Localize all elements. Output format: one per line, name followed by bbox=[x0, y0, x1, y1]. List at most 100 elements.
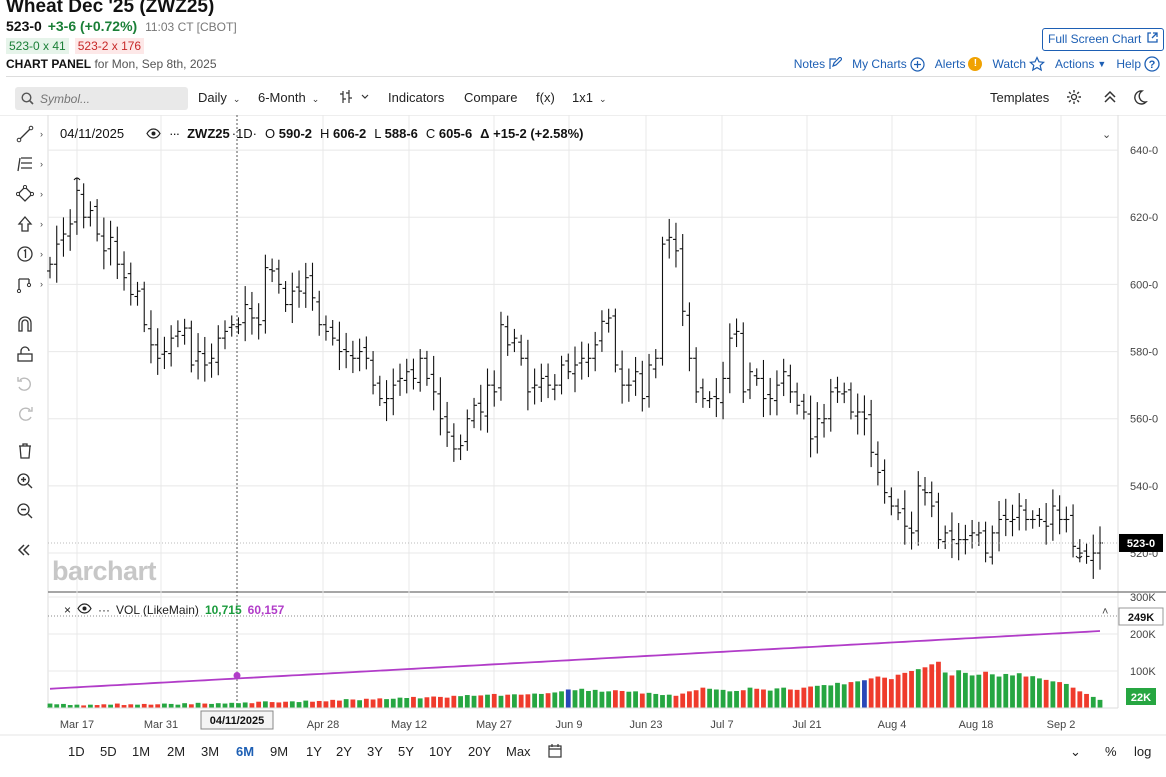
double-chevron-left-icon bbox=[17, 544, 30, 556]
log-toggle[interactable]: log bbox=[1134, 744, 1152, 759]
range-3y[interactable]: 3Y bbox=[367, 744, 383, 759]
eye-icon[interactable] bbox=[146, 128, 161, 139]
layout-dropdown[interactable]: 1x1 ⌄ bbox=[572, 90, 607, 105]
ohlc-bar bbox=[222, 320, 228, 350]
fib-tool[interactable]: › bbox=[16, 153, 43, 175]
range-selector: ⌄ % log 1D 5D 1M 2M 3M 6M 9M 1Y 2Y 3Y 5Y 10Y 20Y Max bbox=[0, 740, 1166, 766]
eye-icon[interactable] bbox=[77, 603, 92, 617]
compare-button[interactable]: Compare bbox=[464, 90, 518, 105]
range-5d[interactable]: 5D bbox=[100, 744, 117, 759]
range-9m[interactable]: 9M bbox=[270, 744, 289, 759]
volume-bar bbox=[936, 661, 941, 708]
zoom-in-button[interactable] bbox=[16, 470, 40, 492]
ohlc-bar bbox=[989, 525, 996, 565]
volume-bar bbox=[182, 703, 188, 708]
symbol-search[interactable] bbox=[15, 87, 188, 110]
volume-bar bbox=[781, 687, 787, 708]
full-screen-chart-button[interactable]: Full Screen Chart bbox=[1042, 28, 1164, 51]
ohlc-bar bbox=[255, 303, 262, 340]
ohlc-bar bbox=[343, 332, 350, 369]
watch-link[interactable]: Watch bbox=[992, 56, 1046, 72]
ohlc-bar bbox=[545, 363, 552, 399]
full-screen-label: Full Screen Chart bbox=[1048, 32, 1142, 46]
more-options-icon[interactable]: ··· bbox=[98, 603, 111, 617]
chevron-right-icon: › bbox=[40, 219, 43, 229]
dark-mode-moon-icon[interactable] bbox=[1131, 89, 1148, 111]
arrow-up-icon bbox=[17, 216, 33, 232]
help-link[interactable]: Help ? bbox=[1116, 56, 1160, 72]
crosshair-date-label: 04/11/2025 bbox=[210, 715, 264, 727]
close-volume-icon[interactable]: × bbox=[64, 603, 72, 617]
volume-bar bbox=[236, 703, 241, 708]
range-10y[interactable]: 10Y bbox=[429, 744, 453, 759]
volume-bar bbox=[868, 678, 874, 708]
collapse-toolbar-button[interactable] bbox=[16, 539, 40, 561]
zoom-out-button[interactable] bbox=[16, 500, 40, 522]
x-tick-label: Mar 17 bbox=[60, 719, 94, 731]
my-charts-link[interactable]: My Charts bbox=[852, 56, 925, 72]
ohlc-bar bbox=[53, 225, 60, 283]
range-3m[interactable]: 3M bbox=[201, 744, 220, 759]
chevron-right-icon: › bbox=[40, 189, 43, 199]
collapse-legend-chevron-icon[interactable]: ⌄ bbox=[1102, 129, 1112, 141]
volume-bar bbox=[639, 693, 645, 708]
range-5y[interactable]: 5Y bbox=[398, 744, 414, 759]
templates-button[interactable]: Templates bbox=[990, 90, 1050, 105]
ohlc-bar bbox=[390, 368, 397, 416]
delete-drawings-button[interactable] bbox=[16, 440, 40, 462]
range-6m[interactable]: 6M bbox=[236, 744, 255, 759]
volume-bar bbox=[525, 694, 531, 708]
measure-tool[interactable]: › bbox=[16, 273, 43, 295]
magnet-tool[interactable] bbox=[16, 313, 40, 335]
double-chevron-up-icon[interactable] bbox=[1103, 89, 1117, 110]
volume-bar bbox=[761, 689, 766, 708]
volume-bar bbox=[188, 704, 194, 708]
range-20y[interactable]: 20Y bbox=[468, 744, 492, 759]
ohlc-bar bbox=[174, 320, 181, 348]
annotation-tool[interactable]: › bbox=[16, 243, 43, 265]
ohlc-legend: 04/11/2025 ··· ZWZ25 ·1D· O 590-2 H 606-… bbox=[60, 126, 583, 141]
more-options-icon[interactable]: ··· bbox=[169, 126, 180, 141]
lock-tool[interactable] bbox=[16, 343, 40, 365]
volume-bar bbox=[330, 699, 336, 708]
chevron-down-icon[interactable]: ⌄ bbox=[1070, 744, 1081, 759]
volume-bar bbox=[713, 689, 719, 708]
header-links: Notes My Charts Alerts ! Watch Actions ▼… bbox=[794, 56, 1160, 72]
period-dropdown[interactable]: 6-Month ⌄ bbox=[258, 90, 319, 105]
undo-button[interactable] bbox=[16, 373, 40, 395]
volume-bar bbox=[108, 704, 113, 708]
volume-bar bbox=[976, 674, 982, 708]
interval-dropdown[interactable]: Daily ⌄ bbox=[198, 90, 240, 105]
ohlc-bar bbox=[996, 501, 1003, 552]
ohlc-bar bbox=[215, 325, 222, 376]
range-2y[interactable]: 2Y bbox=[336, 744, 352, 759]
range-1y[interactable]: 1Y bbox=[306, 744, 322, 759]
volume-bar bbox=[101, 704, 107, 708]
chart-type-dropdown[interactable] bbox=[340, 89, 372, 110]
ohlc-bar bbox=[888, 487, 895, 516]
range-1m[interactable]: 1M bbox=[132, 744, 151, 759]
symbol-search-input[interactable] bbox=[40, 91, 180, 106]
volume-bar bbox=[384, 699, 389, 708]
low-marker bbox=[1075, 555, 1083, 559]
volume-bar bbox=[269, 702, 275, 708]
actions-menu[interactable]: Actions ▼ bbox=[1055, 57, 1106, 71]
shape-tool[interactable]: › bbox=[16, 183, 43, 205]
range-max[interactable]: Max bbox=[506, 744, 531, 759]
settings-gear-icon[interactable] bbox=[1066, 89, 1082, 110]
calendar-icon[interactable] bbox=[548, 744, 562, 761]
chevron-right-icon: › bbox=[40, 129, 43, 139]
indicators-button[interactable]: Indicators bbox=[388, 90, 445, 105]
notes-link[interactable]: Notes bbox=[794, 57, 843, 71]
ohlc-bar bbox=[497, 311, 504, 401]
svg-text:?: ? bbox=[1149, 59, 1156, 71]
trend-line-tool[interactable]: › bbox=[16, 123, 43, 145]
percent-toggle[interactable]: % bbox=[1105, 744, 1117, 759]
range-1d[interactable]: 1D bbox=[68, 744, 85, 759]
fx-button[interactable]: f(x) bbox=[536, 90, 555, 105]
range-2m[interactable]: 2M bbox=[167, 744, 186, 759]
redo-button[interactable] bbox=[16, 403, 40, 425]
arrow-tool[interactable]: › bbox=[16, 213, 43, 235]
alerts-link[interactable]: Alerts ! bbox=[935, 57, 983, 71]
